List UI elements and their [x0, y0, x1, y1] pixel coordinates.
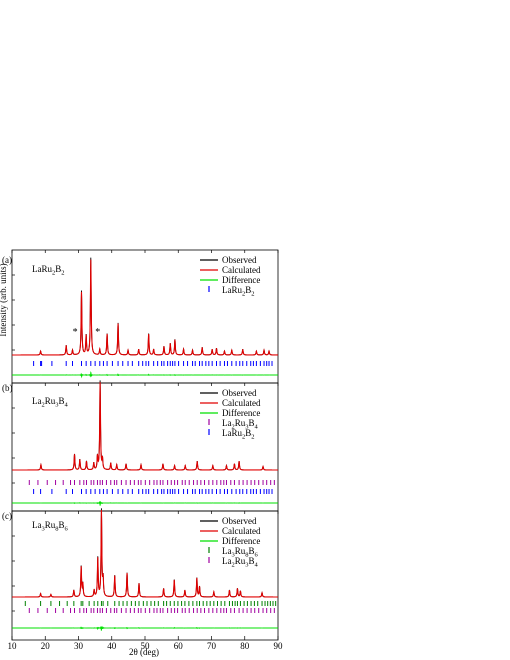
- legend-phase-label-part1: LaRu: [222, 285, 242, 295]
- x-tick-label: 60: [174, 641, 184, 651]
- legend-phase-label: La3Ru8B6: [222, 546, 259, 559]
- legend-phase-label-sub1: 3: [232, 552, 235, 559]
- compound-label-part2: Ru: [45, 520, 56, 530]
- legend-observed: Observed: [222, 255, 257, 265]
- legend-difference: Difference: [222, 408, 260, 418]
- legend-phase-label-part2: Ru: [235, 556, 246, 566]
- panel-label: (c): [2, 511, 12, 521]
- legend-phase-label-part3: B: [249, 556, 255, 566]
- legend-phase-label: La2Ru3B4: [222, 418, 259, 431]
- x-tick-label: 70: [207, 641, 217, 651]
- legend-phase-label: LaRu2B2: [222, 428, 255, 441]
- bragg-row-0: [28, 480, 275, 485]
- compound-label-sub2: 8: [55, 526, 58, 533]
- legend-phase-label-sub3: 4: [255, 562, 259, 569]
- legend-phase-label-sub1: 2: [232, 424, 235, 431]
- legend-phase-label: LaRu2B2: [222, 285, 255, 298]
- y-axis-label: Intensity (arb. units): [0, 263, 8, 336]
- difference-line: [12, 625, 278, 631]
- legend-phase-label-sub1: 2: [242, 434, 245, 441]
- legend-phase-label-sub1: 2: [232, 562, 235, 569]
- legend-phase-label-part1: La: [222, 556, 232, 566]
- legend-phase-label-sub2: 3: [245, 424, 248, 431]
- compound-label-part1: LaRu: [32, 264, 52, 274]
- impurity-marker: *: [73, 327, 78, 338]
- compound-label-part1: La: [32, 396, 42, 406]
- legend-calculated: Calculated: [222, 265, 261, 275]
- compound-label: LaRu2B2: [32, 264, 65, 277]
- panel-label: (b): [2, 383, 13, 393]
- panel-a: (a)LaRu2B2* *ObservedCalculatedDifference…: [2, 249, 279, 384]
- panels-group: (a)LaRu2B2* *ObservedCalculatedDifference…: [2, 249, 279, 641]
- legend-phase-label-sub2: 2: [251, 291, 254, 298]
- compound-label-sub3: 6: [65, 526, 69, 533]
- compound-label-sub1: 3: [42, 526, 45, 533]
- compound-label-sub2: 3: [55, 402, 58, 409]
- legend-phase-label-sub2: 2: [251, 434, 254, 441]
- difference-line: [12, 371, 278, 379]
- x-tick-label: 90: [274, 641, 284, 651]
- compound-label-sub1: 2: [52, 270, 55, 277]
- bragg-row-1: [28, 608, 275, 613]
- legend-phase-label-part2: Ru: [235, 546, 246, 556]
- compound-label-part1: La: [32, 520, 42, 530]
- x-axis-label: 2θ (deg): [129, 647, 159, 657]
- panel-b: (b)La2Ru3B4ObservedCalculatedDifferenceL…: [2, 380, 279, 512]
- compound-label-part3: B: [59, 396, 65, 406]
- x-axis: 10 20 30 40 50 60 70 80 90: [8, 250, 284, 651]
- calculated-line: [12, 259, 278, 356]
- legend-phase-label-part3: B: [249, 418, 255, 428]
- legend-phase-label: La2Ru3B4: [222, 556, 259, 569]
- legend-difference: Difference: [222, 275, 260, 285]
- compound-label-part2: Ru: [45, 396, 56, 406]
- legend-phase-label-part2: Ru: [235, 418, 246, 428]
- panel-c: (c)La3Ru8B6ObservedCalculatedDifferenceL…: [2, 508, 279, 641]
- legend-phase-label-sub2: 3: [245, 562, 248, 569]
- legend-calculated: Calculated: [222, 398, 261, 408]
- compound-label-part3: B: [59, 520, 65, 530]
- legend-phase-label-sub3: 6: [255, 552, 259, 559]
- x-tick-label: 50: [141, 641, 151, 651]
- legend-observed: Observed: [222, 516, 257, 526]
- compound-label-sub2: 2: [61, 270, 64, 277]
- legend-phase-label-part1: La: [222, 418, 232, 428]
- x-tick-label: 10: [8, 641, 18, 651]
- x-tick-label: 20: [41, 641, 51, 651]
- legend-phase-label-sub2: 8: [245, 552, 248, 559]
- compound-label-sub1: 2: [42, 402, 45, 409]
- x-tick-label: 40: [107, 641, 117, 651]
- compound-label-part2: B: [55, 264, 61, 274]
- calculated-line: [12, 510, 278, 598]
- calculated-line: [12, 382, 278, 471]
- legend-phase-label-sub3: 4: [255, 424, 259, 431]
- legend-difference: Difference: [222, 536, 260, 546]
- bragg-row-0: [33, 361, 273, 366]
- panel-label: (a): [2, 255, 12, 265]
- legend-phase-label-part2: B: [245, 428, 251, 438]
- bragg-row-1: [33, 489, 273, 494]
- compound-label: La2Ru3B4: [32, 396, 69, 409]
- legend-phase-label-part2: B: [245, 285, 251, 295]
- bragg-row-0: [24, 601, 277, 606]
- legend-observed: Observed: [222, 388, 257, 398]
- compound-label-sub3: 4: [65, 402, 69, 409]
- legend-phase-label-part1: La: [222, 546, 232, 556]
- legend-phase-label-part3: B: [249, 546, 255, 556]
- legend-calculated: Calculated: [222, 526, 261, 536]
- legend-phase-label-part1: LaRu: [222, 428, 242, 438]
- impurity-marker: *: [95, 327, 100, 338]
- legend-phase-label-sub1: 2: [242, 291, 245, 298]
- compound-label: La3Ru8B6: [32, 520, 69, 533]
- x-tick-label: 30: [74, 641, 84, 651]
- difference-line: [12, 500, 278, 506]
- x-tick-label: 80: [240, 641, 250, 651]
